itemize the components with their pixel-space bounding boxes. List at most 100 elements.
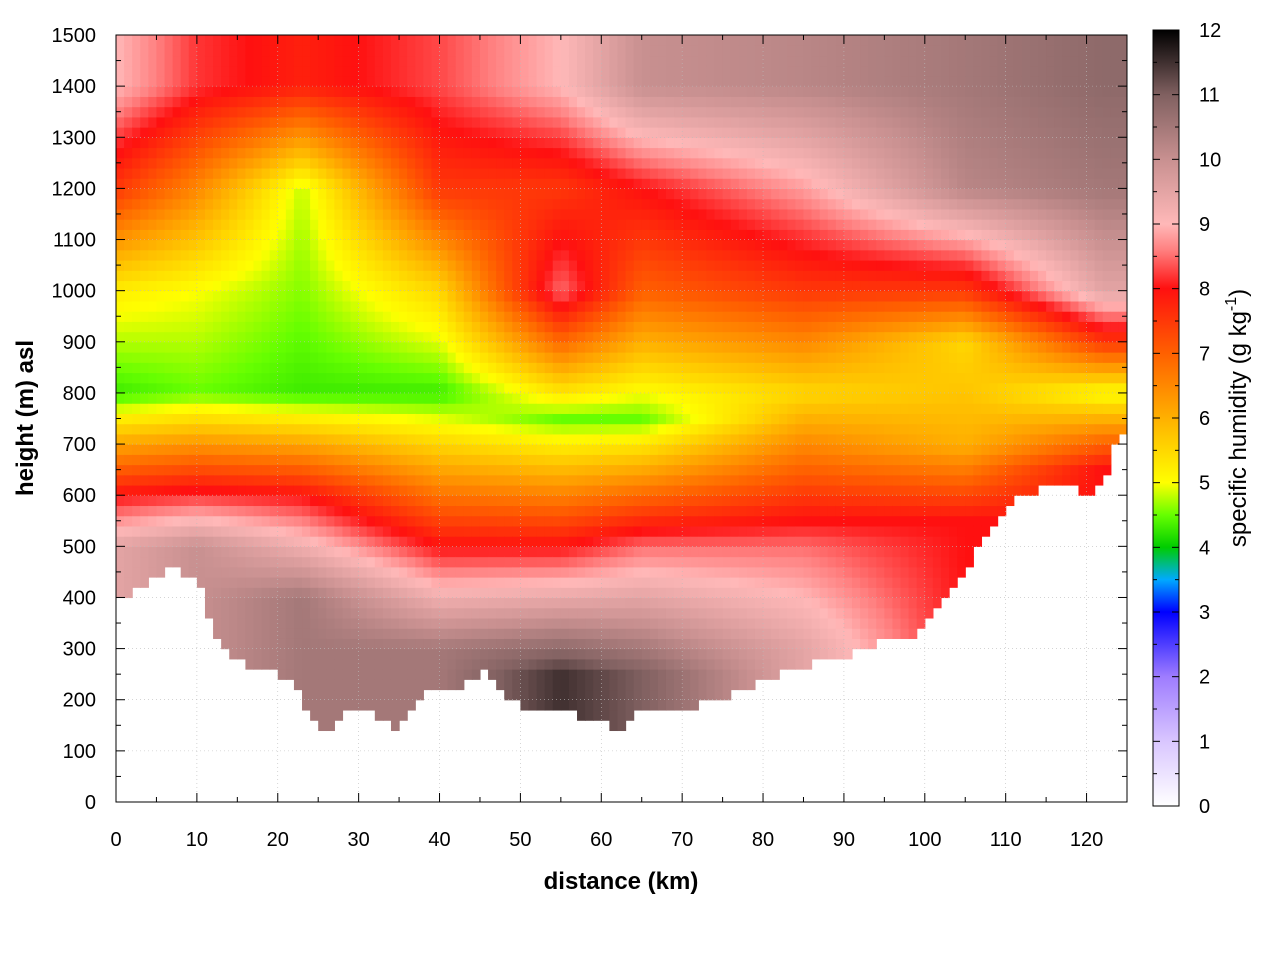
heatmap-cell [221,35,230,46]
heatmap-cell [552,525,562,537]
heatmap-cell [568,566,578,578]
heatmap-cell [366,382,376,394]
heatmap-cell [617,433,627,445]
heatmap-cell [625,587,635,599]
heatmap-cell [172,403,182,414]
heatmap-cell [601,147,610,159]
heatmap-cell [488,147,497,159]
heatmap-cell [593,341,602,353]
heatmap-cell [536,423,546,435]
heatmap-cell [221,525,230,537]
heatmap-cell [560,382,570,394]
heatmap-cell [488,75,497,87]
heatmap-cell [245,546,255,558]
heatmap-cell [536,249,546,261]
heatmap-cell [690,321,699,333]
heatmap-cell [374,382,384,394]
heatmap-cell [390,709,400,721]
heatmap-cell [310,495,319,507]
heatmap-cell [714,362,724,374]
heatmap-cell [366,403,376,414]
heatmap-cell [342,484,352,496]
heatmap-cell [124,178,133,189]
heatmap-cell [641,280,651,292]
heatmap-cell [326,720,335,732]
heatmap-cell [698,648,708,660]
heatmap-cell [245,331,255,343]
heatmap-cell [682,474,691,486]
heatmap-cell [560,536,570,547]
heatmap-cell [213,556,222,568]
heatmap-cell [132,331,141,343]
heatmap-cell [560,669,570,680]
heatmap-cell [528,362,538,374]
heatmap-cell [318,321,327,333]
heatmap-cell [657,280,667,292]
heatmap-cell [625,137,635,149]
heatmap-cell [196,55,206,67]
heatmap-cell [390,403,400,414]
heatmap-cell [431,157,441,169]
heatmap-cell [407,188,416,200]
heatmap-cell [285,229,295,241]
heatmap-cell [285,127,295,138]
heatmap-cell [132,106,141,118]
heatmap-cell [520,444,530,455]
heatmap-cell [382,587,392,599]
heatmap-cell [261,157,271,169]
heatmap-cell [293,167,303,179]
heatmap-cell [609,137,619,149]
heatmap-cell [585,137,594,149]
heatmap-cell [488,270,497,282]
heatmap-cell [326,178,335,189]
heatmap-cell [253,35,263,46]
heatmap-cell [633,505,643,517]
heatmap-cell [512,249,521,261]
heatmap-cell [512,474,521,486]
heatmap-cell [657,208,667,220]
heatmap-cell [568,556,578,568]
heatmap-cell [342,311,352,322]
heatmap-cell [253,96,263,108]
heatmap-cell [204,505,214,517]
heatmap-cell [463,96,473,108]
heatmap-cell [423,331,433,343]
heatmap-cell [221,556,230,568]
heatmap-cell [593,454,602,466]
heatmap-cell [674,167,683,179]
heatmap-cell [649,219,659,230]
heatmap-cell [544,536,554,547]
heatmap-cell [269,392,279,404]
heatmap-cell [496,423,505,435]
heatmap-cell [601,372,610,384]
heatmap-cell [560,403,570,414]
heatmap-cell [116,454,125,466]
heatmap-cell [164,423,174,435]
heatmap-cell [407,341,416,353]
heatmap-cell [544,157,554,169]
heatmap-cell [399,423,408,435]
heatmap-cell [390,679,400,691]
heatmap-cell [390,229,400,241]
heatmap-cell [277,546,287,558]
heatmap-cell [633,127,643,138]
heatmap-cell [196,229,206,241]
heatmap-cell [423,321,433,333]
heatmap-cell [738,454,748,466]
heatmap-cell [423,372,433,384]
heatmap-cell [471,505,481,517]
heatmap-cell [730,219,740,230]
heatmap-cell [463,116,473,128]
heatmap-cell [609,679,619,691]
heatmap-cell [172,423,182,435]
heatmap-cell [390,219,400,230]
heatmap-cell [649,587,659,599]
heatmap-cell [633,45,643,57]
heatmap-cell [221,536,230,547]
heatmap-cell [407,587,416,599]
heatmap-cell [415,474,424,486]
heatmap-cell [407,116,416,128]
heatmap-cell [382,167,392,179]
heatmap-cell [148,55,158,67]
heatmap-cell [188,474,198,486]
